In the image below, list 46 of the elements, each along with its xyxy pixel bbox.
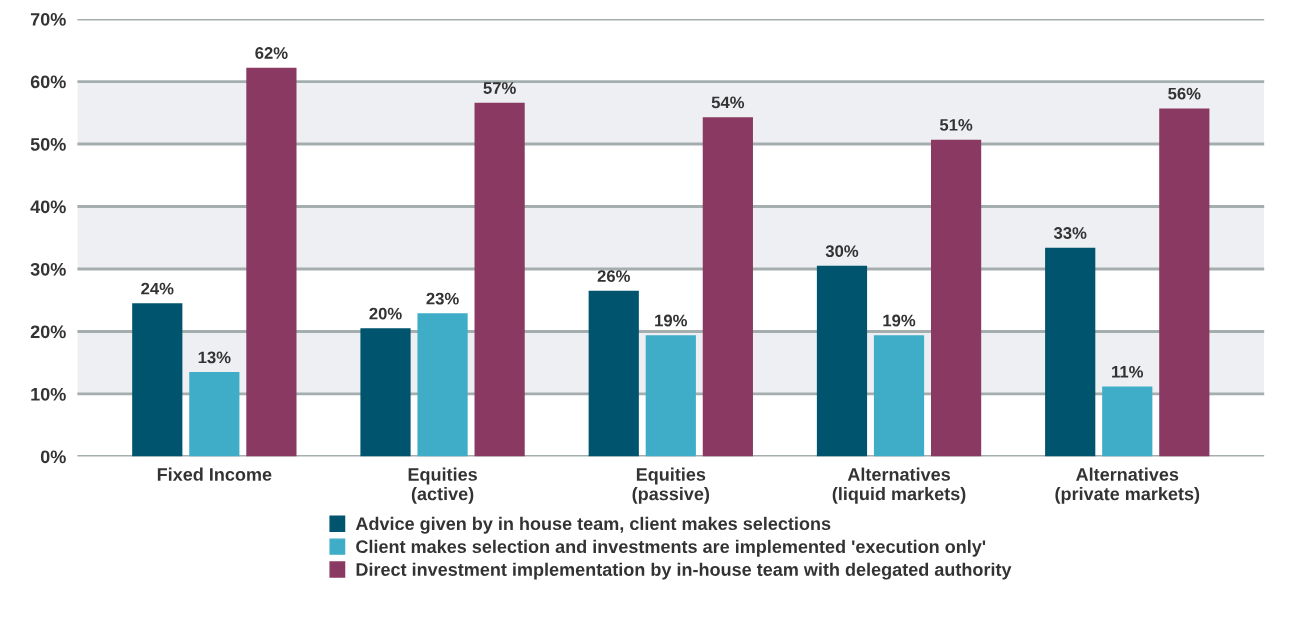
bar <box>360 328 411 457</box>
data-label: 56% <box>1168 87 1201 100</box>
y-tick-label: 40% <box>30 200 66 214</box>
bar <box>930 139 982 457</box>
data-label: 23% <box>426 292 459 305</box>
y-tick-label: 30% <box>30 262 66 276</box>
bar <box>132 303 183 457</box>
bar <box>474 102 525 457</box>
bar <box>816 265 868 457</box>
data-label: 19% <box>883 314 916 327</box>
x-tick-label: Alternatives (liquid markets) <box>832 467 966 504</box>
y-tick-label: 10% <box>31 387 66 401</box>
x-tick-label: Equities (passive) <box>632 467 710 504</box>
y-tick-label: 20% <box>30 325 66 339</box>
bar <box>246 67 297 457</box>
bar <box>702 117 753 457</box>
data-label: 33% <box>1053 227 1087 239</box>
y-tick-label: 70% <box>30 12 66 26</box>
data-label: 30% <box>825 245 859 258</box>
bar <box>1159 108 1210 457</box>
legend-label: Advice given by in house team, client makes selections <box>355 516 831 534</box>
x-tick-label: Fixed Income <box>157 467 272 481</box>
legend-label: Client makes selection and investments are implemented 'execution only' <box>356 539 986 557</box>
data-label: 24% <box>141 282 174 295</box>
data-label: 11% <box>1112 365 1144 378</box>
data-label: 54% <box>711 96 745 109</box>
x-tick-label: Equities (active) <box>408 467 477 504</box>
data-label: 20% <box>369 307 402 320</box>
y-tick-label: 0% <box>40 450 66 464</box>
data-label: 51% <box>939 119 973 131</box>
bar <box>189 372 240 457</box>
data-label: 57% <box>483 82 516 94</box>
data-label: 13% <box>198 351 231 364</box>
bar <box>417 313 468 457</box>
data-label: 19% <box>655 314 688 327</box>
y-tick-label: 60% <box>30 75 66 89</box>
bar <box>645 335 696 457</box>
bar <box>588 290 639 457</box>
legend-label: Direct investment implementation by in-house team with delegated authority <box>356 562 1012 580</box>
bar <box>873 335 925 457</box>
data-label: 62% <box>255 47 288 59</box>
bar <box>1102 386 1153 457</box>
bar <box>1045 247 1096 457</box>
data-label: 26% <box>597 270 630 283</box>
x-tick-label: Alternatives (private markets) <box>1055 467 1200 504</box>
y-tick-label: 50% <box>30 137 66 151</box>
